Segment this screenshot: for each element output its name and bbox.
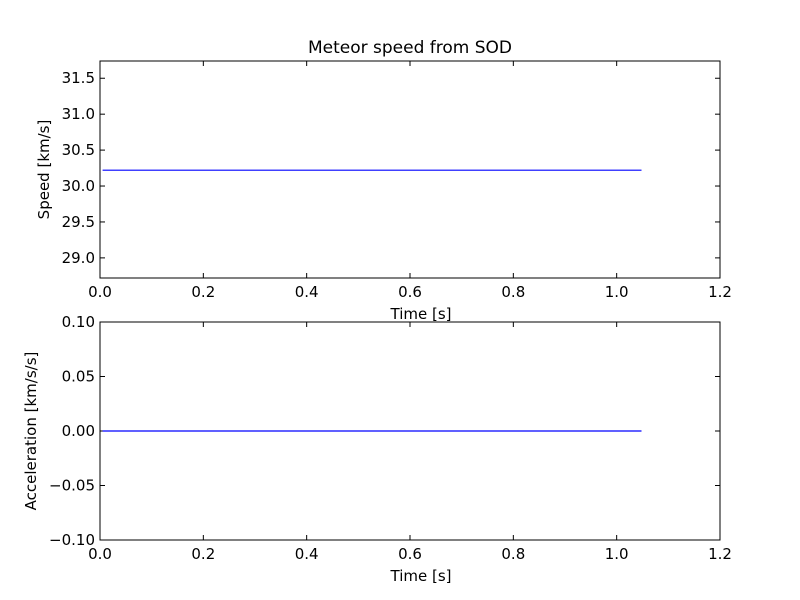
axes-frame xyxy=(99,60,721,279)
x-tick-label: 0.8 xyxy=(501,545,525,563)
x-tick-label: 0.0 xyxy=(88,545,112,563)
x-tick-label: 0.4 xyxy=(295,545,319,563)
x-tick-label: 0.6 xyxy=(398,545,422,563)
x-tick-label: 0.0 xyxy=(88,283,112,301)
y-tick-label: 31.0 xyxy=(62,105,95,123)
x-tick-label: 0.2 xyxy=(191,283,215,301)
x-tick-label: 1.2 xyxy=(708,283,732,301)
x-tick-label: 0.4 xyxy=(295,283,319,301)
y-tick-label: −0.10 xyxy=(49,531,95,549)
figure-title: Meteor speed from SOD xyxy=(308,38,512,58)
plots-container: 0.0 0.2 0.4 0.6 0.8 1.0 1.2 29.0 29.5 30.0 30.5 31.… xyxy=(22,60,732,585)
subplot-2: 0.0 0.2 0.4 0.6 0.8 1.0 1.2 0.10 0.05 0.00 −0.05 −0… xyxy=(22,313,732,585)
x-axis-label: Time [s] xyxy=(390,567,452,585)
x-tick-label: 0.6 xyxy=(398,283,422,301)
subplot-1: 0.0 0.2 0.4 0.6 0.8 1.0 1.2 29.0 29.5 30.0 30.5 31.… xyxy=(35,60,732,323)
y-tick-label: 0.05 xyxy=(62,368,95,386)
y-tick-label: 0.10 xyxy=(62,313,95,331)
x-axis-label: Time [s] xyxy=(390,305,452,323)
x-tick-label: 0.2 xyxy=(191,545,215,563)
y-tick-label: 30.5 xyxy=(62,141,95,159)
y-tick-label: 0.00 xyxy=(62,422,95,440)
y-axis-label: Acceleration [km/s/s] xyxy=(22,352,40,511)
y-axis-label: Speed [km/s] xyxy=(35,120,53,220)
y-tick-label: −0.05 xyxy=(49,477,95,495)
y-tick-label: 29.5 xyxy=(62,213,95,231)
y-tick-label: 29.0 xyxy=(62,249,95,267)
y-tick-label: 30.0 xyxy=(62,177,95,195)
x-tick-label: 1.0 xyxy=(605,283,629,301)
x-tick-label: 0.8 xyxy=(501,283,525,301)
axes-frame xyxy=(99,321,721,541)
y-tick-label: 31.5 xyxy=(62,69,95,87)
x-tick-label: 1.2 xyxy=(708,545,732,563)
x-tick-label: 1.0 xyxy=(605,545,629,563)
